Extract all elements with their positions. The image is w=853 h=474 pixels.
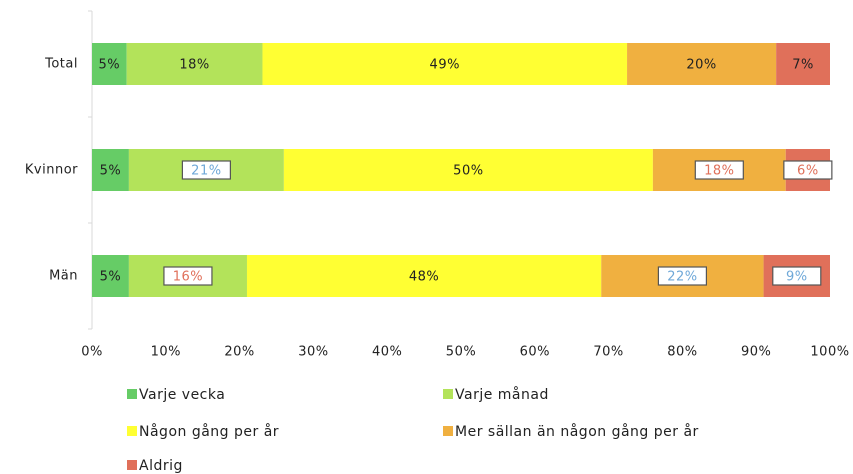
x-tick-label: 30% (298, 345, 328, 360)
x-tick-label: 50% (446, 345, 476, 360)
x-tick-label: 40% (372, 345, 402, 360)
legend-swatch (443, 426, 453, 436)
data-label: 49% (430, 58, 460, 73)
data-label: 22% (667, 270, 697, 285)
label-box (783, 160, 833, 180)
legend-label: Aldrig (139, 458, 183, 474)
x-tick-label: 90% (741, 345, 771, 360)
legend-label: Någon gång per år (139, 423, 279, 440)
label-box (694, 160, 744, 180)
legend-label: Mer sällan än någon gång per år (455, 423, 699, 440)
bar-segment (92, 149, 129, 191)
data-label: 21% (191, 164, 221, 179)
data-label: 20% (686, 58, 716, 73)
bar-segment (627, 43, 777, 85)
x-tick-label: 70% (593, 345, 623, 360)
data-label: 9% (786, 270, 808, 285)
bar-segment (92, 43, 127, 85)
data-label: 48% (409, 270, 439, 285)
bar-segment (126, 43, 263, 85)
label-box (772, 266, 822, 286)
legend-label: Varje månad (455, 386, 549, 403)
legend-label: Varje vecka (139, 387, 225, 403)
data-label: 7% (792, 58, 814, 73)
label-box (657, 266, 708, 286)
bar-segment (92, 255, 129, 297)
x-tick-label: 100% (810, 345, 849, 360)
legend-swatch (443, 389, 453, 399)
x-tick-label: 0% (81, 345, 103, 360)
data-label: 5% (100, 164, 122, 179)
legend-swatch (127, 389, 137, 399)
data-label: 50% (453, 164, 483, 179)
x-tick-label: 10% (151, 345, 181, 360)
legend-swatch (127, 460, 137, 470)
data-label: 16% (173, 270, 203, 285)
y-tick-label: Män (49, 269, 78, 284)
legend-swatch (127, 426, 137, 436)
x-tick-label: 60% (520, 345, 550, 360)
data-label: 18% (179, 58, 209, 73)
bar-segment (246, 255, 602, 297)
y-tick-label: Total (44, 57, 78, 72)
bar-segment (283, 149, 653, 191)
label-box (181, 160, 231, 180)
label-box (163, 266, 213, 286)
x-tick-label: 80% (667, 345, 697, 360)
y-tick-label: Kvinnor (25, 163, 78, 178)
data-label: 18% (704, 164, 734, 179)
data-label: 5% (100, 270, 122, 285)
data-label: 6% (797, 164, 819, 179)
bar-segment (776, 43, 830, 85)
data-label: 5% (99, 58, 121, 73)
bar-segment (262, 43, 628, 85)
x-tick-label: 20% (224, 345, 254, 360)
